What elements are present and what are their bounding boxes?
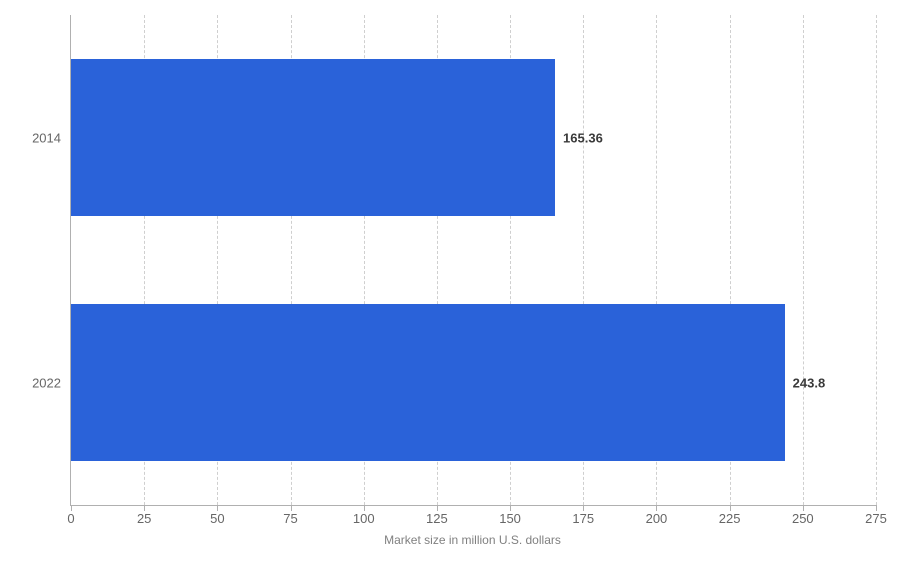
x-tick-label: 200 (646, 511, 668, 526)
x-tick-label: 150 (499, 511, 521, 526)
x-tick-label: 225 (719, 511, 741, 526)
x-tick-label: 275 (865, 511, 887, 526)
bar-value-label: 165.36 (563, 130, 603, 145)
bar-value-label: 243.8 (793, 375, 826, 390)
x-tick-label: 175 (572, 511, 594, 526)
bar (71, 304, 785, 461)
plot-area: 02550751001251501752002252502752014165.3… (70, 15, 876, 506)
y-tick-label: 2022 (32, 375, 61, 390)
grid-line (876, 15, 877, 505)
x-tick-label: 25 (137, 511, 151, 526)
y-tick-label: 2014 (32, 130, 61, 145)
bar (71, 59, 555, 216)
x-tick-label: 250 (792, 511, 814, 526)
x-tick-label: 50 (210, 511, 224, 526)
x-tick-label: 100 (353, 511, 375, 526)
x-tick-label: 125 (426, 511, 448, 526)
chart-container: 0 25 50 75 100 125 150 175 200 225 250 275 2014 165.3… (0, 0, 900, 563)
x-tick-label: 0 (67, 511, 74, 526)
x-axis-title: Market size in million U.S. dollars (384, 533, 561, 547)
x-tick-label: 75 (283, 511, 297, 526)
grid-line (803, 15, 804, 505)
